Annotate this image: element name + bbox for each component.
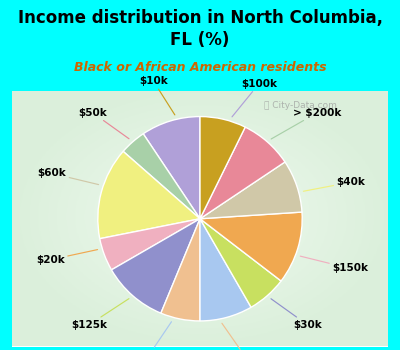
- Wedge shape: [200, 117, 245, 219]
- Text: $30k: $30k: [271, 299, 322, 330]
- Text: $150k: $150k: [300, 256, 368, 273]
- Wedge shape: [200, 162, 302, 219]
- Wedge shape: [200, 212, 302, 281]
- Text: Income distribution in North Columbia,
FL (%): Income distribution in North Columbia, F…: [18, 9, 382, 49]
- Text: ⓘ City-Data.com: ⓘ City-Data.com: [264, 101, 337, 110]
- Text: $20k: $20k: [36, 250, 98, 265]
- Text: $60k: $60k: [38, 168, 98, 184]
- Text: $40k: $40k: [304, 177, 365, 191]
- Wedge shape: [161, 219, 200, 321]
- Text: > $200k: > $200k: [271, 108, 341, 139]
- Text: $100k: $100k: [232, 79, 277, 117]
- Wedge shape: [200, 127, 285, 219]
- Wedge shape: [200, 219, 251, 321]
- Wedge shape: [98, 151, 200, 239]
- Text: $75k: $75k: [135, 322, 172, 350]
- Wedge shape: [123, 134, 200, 219]
- Text: $125k: $125k: [71, 299, 129, 330]
- Wedge shape: [112, 219, 200, 313]
- Text: $200k: $200k: [222, 323, 264, 350]
- Text: $10k: $10k: [139, 76, 175, 115]
- Wedge shape: [200, 219, 281, 307]
- Wedge shape: [100, 219, 200, 270]
- Text: $50k: $50k: [78, 108, 129, 139]
- Text: Black or African American residents: Black or African American residents: [74, 61, 326, 74]
- Wedge shape: [143, 117, 200, 219]
